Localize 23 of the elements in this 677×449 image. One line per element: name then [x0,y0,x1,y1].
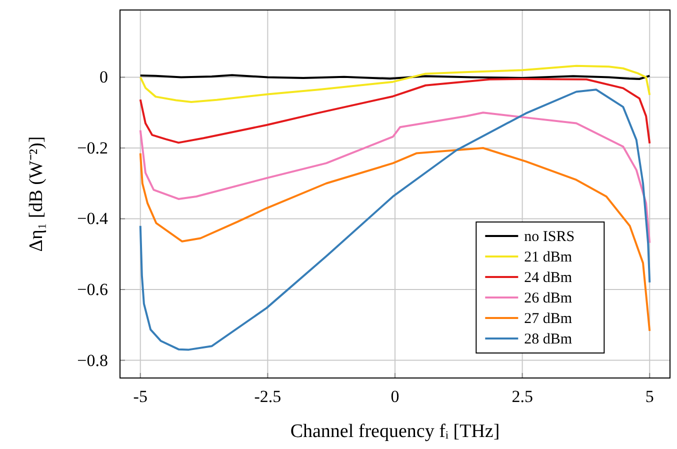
x-tick-label: 0 [390,387,400,406]
line-series [139,64,651,103]
line-series [139,112,651,244]
legend-label: no ISRS [524,229,575,245]
y-tick-label: −0.2 [77,138,108,158]
legend-label: 26 dBm [524,290,572,306]
legend-label: 21 dBm [524,250,572,266]
line-series [139,147,651,332]
x-tick-label: 5 [645,387,654,406]
y-tick-label: −0.6 [77,280,108,299]
y-axis-title: Δη₁ [dB (W⁻²)] [26,136,47,252]
legend-label: 24 dBm [524,270,572,286]
x-axis-title: Channel frequency fᵢ [THz] [290,421,500,442]
y-tick-label: −0.8 [77,350,108,370]
y-tick-label: 0 [100,68,108,87]
line-series [139,78,651,144]
line-series [139,88,651,351]
x-tick-label: -5 [133,387,148,406]
y-tick-label: −0.4 [77,209,108,228]
x-tick-label: -2.5 [254,387,282,406]
legend-label: 27 dBm [524,311,572,327]
x-tick-label: 2.5 [512,387,533,406]
legend-label: 28 dBm [524,332,572,348]
